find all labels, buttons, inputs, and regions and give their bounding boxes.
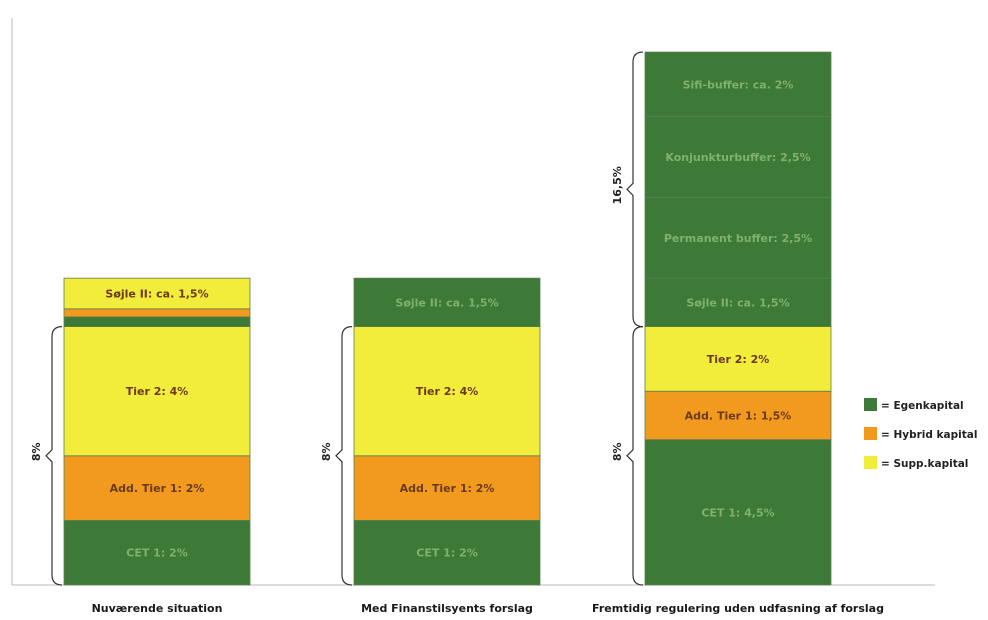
bar-segment — [644, 326, 832, 392]
segment-label: Søjle II: ca. 1,5% — [395, 296, 498, 309]
bar-segment — [644, 51, 832, 118]
legend-swatch — [864, 427, 877, 440]
segment-label: Konjunkturbuffer: 2,5% — [665, 151, 810, 164]
segment-label: Tier 2: 4% — [126, 385, 189, 398]
segment-label: Permanent buffer: 2,5% — [664, 232, 812, 245]
segment-label: Sifi-buffer: ca. 2% — [683, 78, 794, 91]
bar-segment — [353, 277, 541, 327]
bar-segment — [63, 326, 251, 457]
brace — [45, 326, 63, 586]
x-tick-label: Fremtidig regulering uden udfasning af f… — [592, 602, 884, 615]
legend-label: = Supp.kapital — [881, 458, 968, 470]
bar-segment — [63, 520, 251, 586]
bar-segment — [644, 196, 832, 279]
bar-segment — [63, 277, 251, 310]
bar-segment — [353, 520, 541, 586]
bar-segment — [644, 439, 832, 586]
brace — [335, 326, 353, 586]
segment-label: Add. Tier 1: 2% — [400, 482, 495, 495]
bar-segment — [644, 277, 832, 327]
legend-label: = Hybrid kapital — [881, 429, 977, 441]
segment-label: Add. Tier 1: 1,5% — [685, 409, 792, 422]
segment-label: Søjle II: ca. 1,5% — [686, 296, 789, 309]
bar-segment — [63, 316, 251, 328]
legend-swatch — [864, 456, 877, 469]
brace-label: 8% — [30, 442, 43, 461]
legend-swatch — [864, 398, 877, 411]
segment-label: CET 1: 2% — [416, 547, 477, 560]
x-tick-label: Med Finanstilsyents forslag — [361, 602, 533, 615]
brace-label: 8% — [611, 442, 624, 461]
bar-segment — [63, 308, 251, 318]
legend-label: = Egenkapital — [881, 400, 964, 412]
segment-label: Tier 2: 4% — [416, 385, 479, 398]
bar-segment — [353, 455, 541, 521]
brace — [626, 326, 644, 586]
segment-label: Tier 2: 2% — [707, 353, 770, 366]
brace-label: 8% — [320, 442, 333, 461]
segment-label: CET 1: 4,5% — [701, 506, 774, 519]
bar-segment — [353, 326, 541, 457]
segment-label: CET 1: 2% — [126, 547, 187, 560]
x-tick-label: Nuværende situation — [92, 602, 223, 615]
segment-label: Søjle II: ca. 1,5% — [105, 287, 208, 300]
brace-label: 16,5% — [611, 166, 624, 204]
brace — [626, 51, 644, 328]
bar-segment — [644, 116, 832, 198]
segment-label: Add. Tier 1: 2% — [110, 482, 205, 495]
